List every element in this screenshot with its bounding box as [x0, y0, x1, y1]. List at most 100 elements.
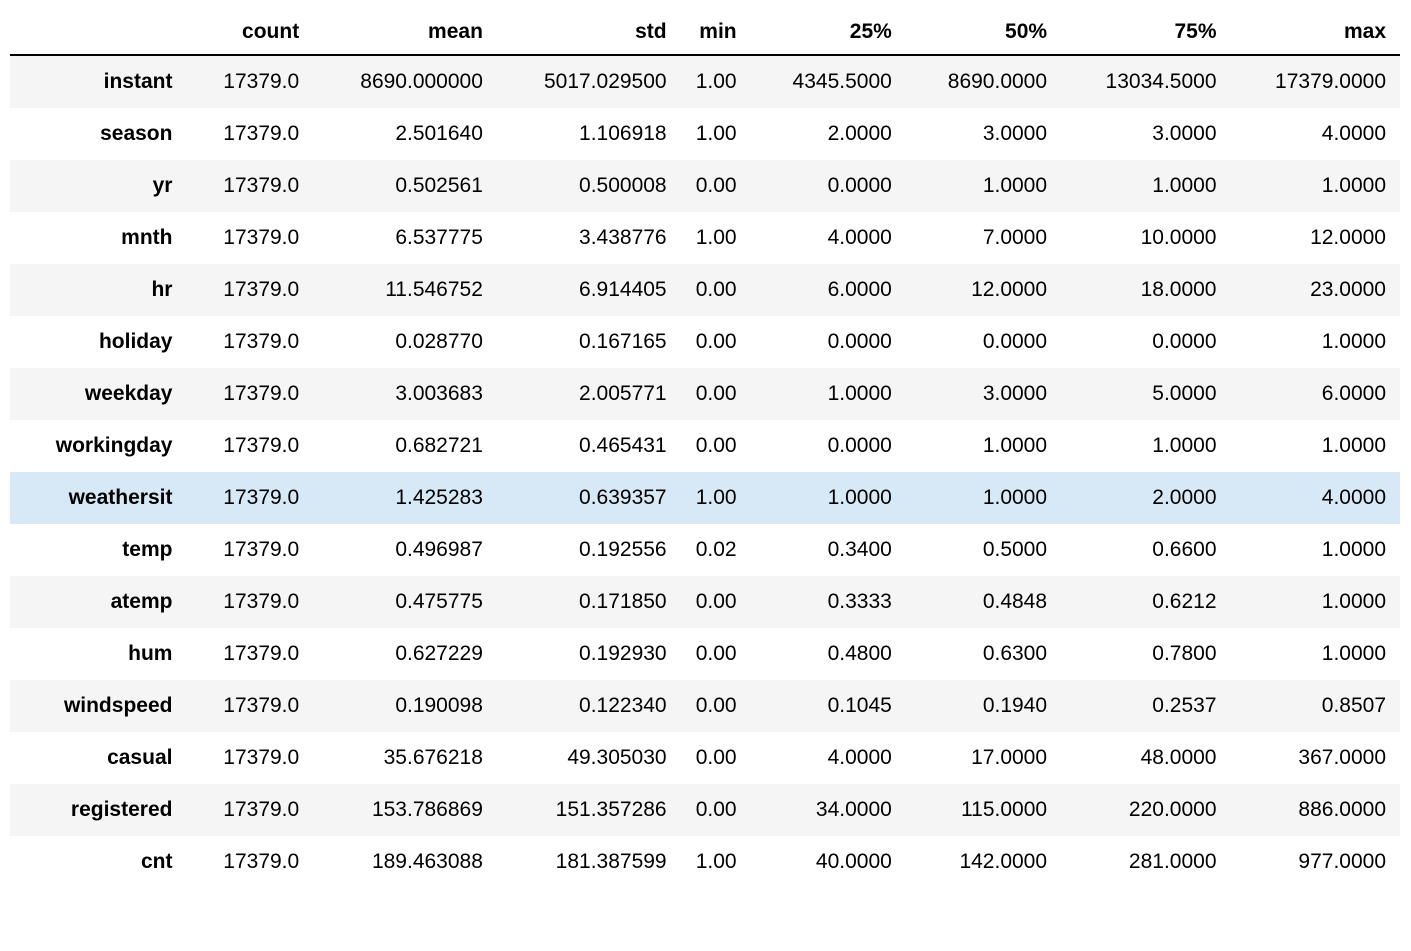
table-cell: 4345.5000: [751, 55, 906, 108]
table-row[interactable]: windspeed17379.00.1900980.1223400.000.10…: [10, 680, 1400, 732]
table-cell: 0.00: [681, 160, 751, 212]
table-cell: 5017.029500: [497, 55, 681, 108]
table-row[interactable]: hr17379.011.5467526.9144050.006.000012.0…: [10, 264, 1400, 316]
table-cell: 115.0000: [906, 784, 1061, 836]
table-cell: 220.0000: [1061, 784, 1230, 836]
table-cell: 17379.0: [186, 160, 313, 212]
table-cell: 1.0000: [906, 160, 1061, 212]
row-label: cnt: [10, 836, 186, 888]
table-row[interactable]: atemp17379.00.4757750.1718500.000.33330.…: [10, 576, 1400, 628]
table-cell: 17379.0: [186, 784, 313, 836]
table-cell: 17379.0: [186, 732, 313, 784]
table-cell: 1.106918: [497, 108, 681, 160]
table-cell: 0.0000: [751, 420, 906, 472]
table-cell: 0.0000: [751, 160, 906, 212]
row-label: atemp: [10, 576, 186, 628]
table-cell: 2.005771: [497, 368, 681, 420]
table-cell: 142.0000: [906, 836, 1061, 888]
table-cell: 3.003683: [313, 368, 497, 420]
col-header: mean: [313, 10, 497, 55]
table-cell: 13034.5000: [1061, 55, 1230, 108]
table-cell: 17379.0: [186, 524, 313, 576]
table-row[interactable]: weekday17379.03.0036832.0057710.001.0000…: [10, 368, 1400, 420]
table-cell: 6.914405: [497, 264, 681, 316]
table-cell: 0.6600: [1061, 524, 1230, 576]
table-cell: 40.0000: [751, 836, 906, 888]
table-cell: 0.1940: [906, 680, 1061, 732]
row-label: mnth: [10, 212, 186, 264]
table-cell: 1.0000: [751, 368, 906, 420]
table-cell: 0.502561: [313, 160, 497, 212]
table-cell: 17379.0: [186, 212, 313, 264]
table-cell: 1.0000: [906, 420, 1061, 472]
table-row[interactable]: weathersit17379.01.4252830.6393571.001.0…: [10, 472, 1400, 524]
table-cell: 1.00: [681, 836, 751, 888]
table-cell: 0.3400: [751, 524, 906, 576]
table-cell: 1.0000: [1061, 160, 1230, 212]
header-row: count mean std min 25% 50% 75% max: [10, 10, 1400, 55]
table-cell: 17379.0: [186, 628, 313, 680]
table-body: instant17379.08690.0000005017.0295001.00…: [10, 55, 1400, 888]
table-cell: 4.0000: [1231, 472, 1401, 524]
table-row[interactable]: workingday17379.00.6827210.4654310.000.0…: [10, 420, 1400, 472]
table-row[interactable]: registered17379.0153.786869151.3572860.0…: [10, 784, 1400, 836]
table-row[interactable]: cnt17379.0189.463088181.3875991.0040.000…: [10, 836, 1400, 888]
table-cell: 0.682721: [313, 420, 497, 472]
table-cell: 17.0000: [906, 732, 1061, 784]
table-cell: 0.2537: [1061, 680, 1230, 732]
col-header: count: [186, 10, 313, 55]
table-row[interactable]: mnth17379.06.5377753.4387761.004.00007.0…: [10, 212, 1400, 264]
col-header: 75%: [1061, 10, 1230, 55]
table-cell: 1.00: [681, 472, 751, 524]
table-cell: 18.0000: [1061, 264, 1230, 316]
corner-cell: [10, 10, 186, 55]
table-cell: 0.00: [681, 368, 751, 420]
table-cell: 1.0000: [1231, 628, 1401, 680]
table-cell: 0.192556: [497, 524, 681, 576]
table-cell: 1.425283: [313, 472, 497, 524]
table-cell: 49.305030: [497, 732, 681, 784]
table-cell: 0.500008: [497, 160, 681, 212]
table-cell: 3.438776: [497, 212, 681, 264]
table-row[interactable]: season17379.02.5016401.1069181.002.00003…: [10, 108, 1400, 160]
table-cell: 0.5000: [906, 524, 1061, 576]
row-label: holiday: [10, 316, 186, 368]
table-cell: 1.0000: [1231, 160, 1401, 212]
table-cell: 5.0000: [1061, 368, 1230, 420]
table-cell: 0.7800: [1061, 628, 1230, 680]
table-cell: 2.501640: [313, 108, 497, 160]
table-cell: 17379.0: [186, 55, 313, 108]
table-cell: 0.0000: [1061, 316, 1230, 368]
table-row[interactable]: hum17379.00.6272290.1929300.000.48000.63…: [10, 628, 1400, 680]
table-cell: 1.00: [681, 55, 751, 108]
table-cell: 0.0000: [751, 316, 906, 368]
row-label: hr: [10, 264, 186, 316]
row-label: casual: [10, 732, 186, 784]
col-header: 50%: [906, 10, 1061, 55]
row-label: yr: [10, 160, 186, 212]
table-cell: 1.0000: [1231, 576, 1401, 628]
table-row[interactable]: yr17379.00.5025610.5000080.000.00001.000…: [10, 160, 1400, 212]
row-label: hum: [10, 628, 186, 680]
table-cell: 10.0000: [1061, 212, 1230, 264]
table-cell: 35.676218: [313, 732, 497, 784]
table-cell: 7.0000: [906, 212, 1061, 264]
table-cell: 1.0000: [1231, 316, 1401, 368]
table-row[interactable]: instant17379.08690.0000005017.0295001.00…: [10, 55, 1400, 108]
table-row[interactable]: holiday17379.00.0287700.1671650.000.0000…: [10, 316, 1400, 368]
table-cell: 0.4800: [751, 628, 906, 680]
table-cell: 0.00: [681, 680, 751, 732]
table-cell: 0.02: [681, 524, 751, 576]
table-cell: 4.0000: [1231, 108, 1401, 160]
row-label: temp: [10, 524, 186, 576]
table-cell: 17379.0: [186, 836, 313, 888]
table-cell: 12.0000: [1231, 212, 1401, 264]
table-row[interactable]: casual17379.035.67621849.3050300.004.000…: [10, 732, 1400, 784]
table-cell: 0.6212: [1061, 576, 1230, 628]
table-cell: 0.00: [681, 628, 751, 680]
table-cell: 2.0000: [751, 108, 906, 160]
table-row[interactable]: temp17379.00.4969870.1925560.020.34000.5…: [10, 524, 1400, 576]
table-cell: 0.00: [681, 264, 751, 316]
table-cell: 0.475775: [313, 576, 497, 628]
table-cell: 17379.0: [186, 472, 313, 524]
